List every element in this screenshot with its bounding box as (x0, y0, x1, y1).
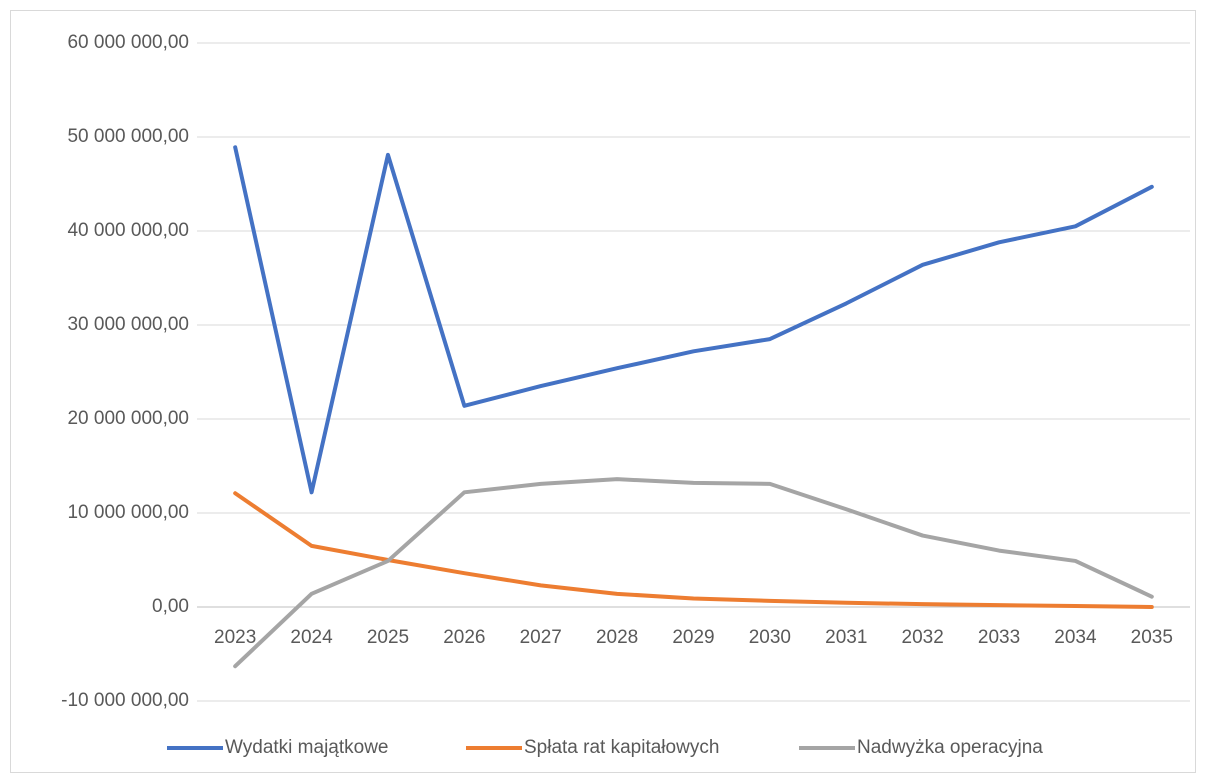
x-tick-label: 2034 (1054, 627, 1097, 648)
x-tick-label: 2029 (672, 627, 714, 648)
y-tick-label: 0,00 (152, 596, 189, 617)
y-tick-label: 30 000 000,00 (67, 314, 189, 335)
y-tick-label: 60 000 000,00 (67, 32, 189, 53)
y-tick-label: 20 000 000,00 (67, 408, 189, 429)
legend-label: Wydatki majątkowe (225, 737, 389, 758)
legend-label: Nadwyżka operacyjna (857, 737, 1043, 758)
x-tick-label: 2030 (749, 627, 791, 648)
y-tick-label: 40 000 000,00 (67, 220, 189, 241)
x-tick-label: 2032 (902, 627, 944, 648)
line-series (233, 477, 1154, 669)
legend-label: Spłata rat kapitałowych (524, 737, 719, 758)
x-tick-label: 2023 (214, 627, 256, 648)
x-tick-label: 2025 (367, 627, 409, 648)
chart-border (10, 10, 1196, 773)
y-tick-label: 50 000 000,00 (67, 126, 189, 147)
x-tick-label: 2026 (443, 627, 485, 648)
x-tick-label: 2028 (596, 627, 638, 648)
y-tick-label: -10 000 000,00 (61, 690, 189, 711)
x-tick-label: 2027 (520, 627, 562, 648)
x-tick-label: 2033 (978, 627, 1020, 648)
x-tick-label: 2031 (825, 627, 867, 648)
x-tick-label: 2035 (1131, 627, 1173, 648)
line-series (233, 145, 1154, 495)
y-tick-label: 10 000 000,00 (67, 502, 189, 523)
x-tick-label: 2024 (290, 627, 333, 648)
